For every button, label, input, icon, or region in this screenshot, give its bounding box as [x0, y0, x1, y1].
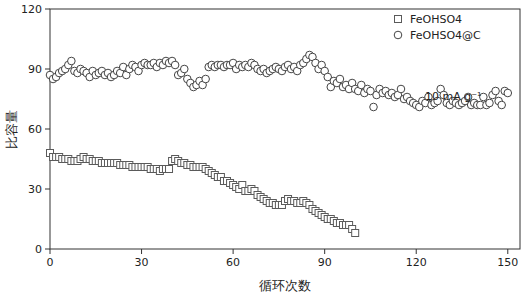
- x-tick: [416, 249, 417, 254]
- x-tick-label: 30: [135, 256, 149, 269]
- annotation: 10 mA g⁻¹: [425, 90, 481, 103]
- y-tick-label: 30: [28, 183, 42, 196]
- x-tick-label: 150: [497, 256, 518, 269]
- data-point: [336, 75, 344, 83]
- y-tick-label: 120: [21, 3, 42, 16]
- data-point: [202, 75, 210, 83]
- y-tick: [45, 249, 50, 250]
- legend-label: FeOHSO4: [410, 13, 462, 26]
- series-1: [46, 51, 511, 111]
- data-point: [504, 89, 512, 97]
- x-axis-label: 循环次数: [259, 278, 311, 293]
- y-tick: [45, 9, 50, 10]
- data-point: [352, 230, 359, 237]
- y-tick: [45, 189, 50, 190]
- y-axis-label: 比容量: [4, 110, 19, 149]
- data-point: [68, 57, 76, 65]
- chart: 03060901201500306090120循环次数比容量FeOHSO4FeO…: [0, 0, 530, 303]
- x-tick: [233, 249, 234, 254]
- x-tick-label: 120: [406, 256, 427, 269]
- x-tick: [50, 249, 51, 254]
- legend-marker: [395, 16, 402, 23]
- x-tick-label: 60: [226, 256, 240, 269]
- y-tick-label: 90: [28, 63, 42, 76]
- data-point: [498, 101, 506, 109]
- x-tick-label: 90: [318, 256, 332, 269]
- y-tick: [45, 69, 50, 70]
- x-tick: [507, 249, 508, 254]
- y-tick: [45, 129, 50, 130]
- plot-area: [46, 51, 511, 236]
- data-point: [171, 61, 179, 69]
- plot-frame: [50, 9, 520, 249]
- y-tick-label: 60: [28, 123, 42, 136]
- x-tick: [324, 249, 325, 254]
- data-point: [397, 85, 405, 93]
- y-tick-label: 0: [35, 243, 42, 256]
- data-point: [370, 103, 378, 111]
- data-point: [486, 99, 494, 107]
- legend-marker: [394, 31, 402, 39]
- series-0: [47, 150, 359, 237]
- data-point: [492, 87, 500, 95]
- legend: FeOHSO4 FeOHSO4@C: [394, 13, 481, 42]
- x-tick-label: 0: [47, 256, 54, 269]
- data-point: [180, 65, 188, 73]
- x-tick: [141, 249, 142, 254]
- data-point: [166, 166, 173, 173]
- legend-label: FeOHSO4@C: [410, 29, 481, 42]
